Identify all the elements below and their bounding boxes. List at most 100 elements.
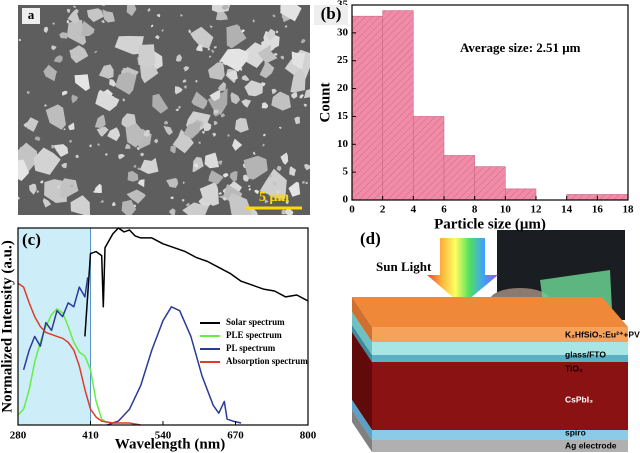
layer-label: K₂HfSiO₅:Eu²⁺+PVP	[565, 329, 640, 339]
particle	[208, 170, 224, 185]
particle	[207, 47, 211, 51]
particle	[230, 92, 241, 105]
layer-label: glass/FTO	[565, 349, 606, 359]
particle	[181, 198, 185, 202]
x-tick-label: 14	[561, 204, 573, 216]
particle	[109, 79, 117, 87]
particle	[281, 209, 286, 215]
particle	[118, 153, 125, 160]
bar-hatch	[474, 166, 506, 200]
particle	[209, 25, 213, 29]
particle	[289, 166, 296, 177]
bar-hatch	[444, 155, 475, 200]
particle	[143, 129, 150, 137]
particle	[138, 44, 156, 68]
particle	[208, 62, 225, 80]
bar-hatch	[505, 188, 536, 200]
x-tick-label: 410	[82, 430, 99, 442]
particle	[285, 200, 289, 205]
particle	[52, 22, 55, 25]
shaded-region	[17, 227, 91, 426]
particle	[137, 179, 145, 188]
particle	[221, 5, 229, 10]
sunlight-arrow	[427, 238, 498, 305]
particle	[226, 24, 247, 49]
particle	[69, 140, 72, 143]
particle	[57, 184, 60, 189]
particle	[29, 183, 37, 195]
layer	[372, 362, 628, 430]
particle	[214, 109, 219, 114]
particle	[183, 66, 190, 72]
particle	[33, 147, 61, 175]
particle	[226, 70, 238, 81]
particle	[278, 126, 282, 129]
layer	[372, 342, 628, 355]
particle	[70, 184, 73, 188]
particle	[229, 171, 238, 183]
particle	[204, 152, 220, 169]
y-tick-label: 30	[337, 26, 349, 38]
device-diagram	[352, 230, 628, 452]
layer	[372, 355, 628, 362]
particle	[51, 144, 55, 149]
particle	[241, 75, 250, 81]
particle	[122, 98, 125, 102]
particle	[272, 14, 276, 18]
particle	[299, 94, 304, 99]
particle	[291, 51, 306, 70]
particle	[170, 145, 176, 154]
particle	[89, 144, 92, 148]
particle	[304, 163, 310, 171]
particle	[207, 88, 228, 115]
bar-hatch	[597, 194, 628, 200]
particle	[139, 157, 159, 174]
particle	[137, 167, 141, 170]
particle	[169, 208, 176, 215]
particle	[26, 91, 30, 95]
particle	[262, 133, 266, 137]
particle	[259, 59, 275, 79]
particle	[155, 34, 160, 40]
y-tick-label: 20	[337, 82, 349, 94]
particle	[213, 46, 217, 49]
particle	[203, 121, 212, 132]
particle	[180, 14, 183, 17]
legend-label: Absorption spectrum	[226, 356, 308, 366]
particle	[66, 8, 71, 13]
x-tick-label: 6	[441, 204, 447, 216]
x-tick-label: 18	[623, 204, 635, 216]
particle	[222, 196, 227, 201]
particle	[300, 38, 306, 44]
particle	[100, 19, 105, 24]
particle	[254, 189, 260, 194]
particle	[272, 180, 277, 186]
particle	[175, 54, 183, 62]
particle	[303, 103, 307, 107]
x-tick-label: 540	[155, 430, 172, 442]
particle	[227, 134, 230, 137]
layer	[372, 327, 628, 342]
particle	[302, 180, 305, 184]
particle	[66, 20, 70, 24]
particle	[96, 126, 109, 137]
particle	[71, 94, 79, 104]
particle	[213, 120, 218, 126]
particle	[95, 89, 120, 112]
y-tick-label: 5	[343, 166, 349, 178]
particle	[271, 91, 291, 111]
x-tick-label: 12	[531, 204, 543, 216]
particle	[136, 147, 140, 150]
particle	[217, 160, 223, 166]
x-tick-label: 0	[349, 204, 355, 216]
particle	[69, 49, 72, 52]
particle	[258, 44, 278, 64]
particle	[183, 85, 187, 89]
x-tick-label: 4	[411, 204, 417, 216]
particle	[182, 202, 209, 215]
particle	[283, 208, 294, 215]
particle	[18, 159, 30, 181]
legend-label: PL spectrum	[226, 343, 276, 353]
particle	[271, 88, 277, 95]
particle	[261, 82, 266, 87]
